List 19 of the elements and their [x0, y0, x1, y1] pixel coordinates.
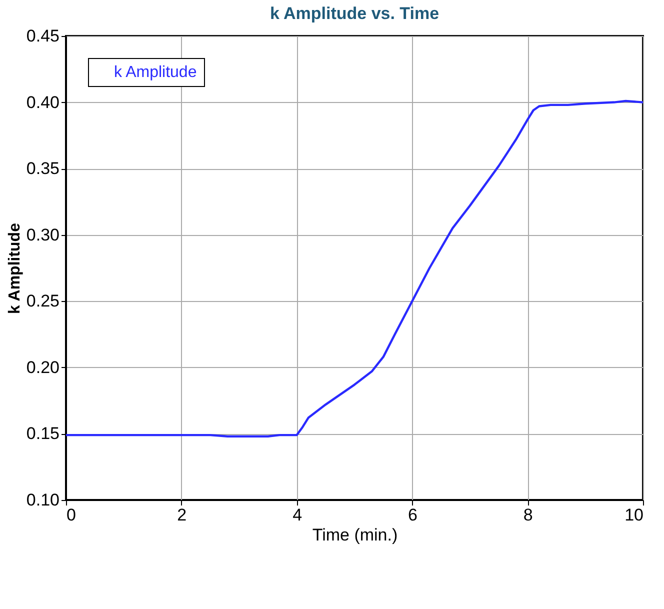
y-axis-title: k Amplitude — [6, 222, 24, 314]
y-tick-label: 0.15 — [26, 424, 60, 444]
y-tick-label: 0.25 — [26, 292, 60, 311]
x-tick-label: 0 — [66, 506, 76, 524]
y-tick-label: 0.10 — [26, 490, 60, 510]
x-tick-label: 2 — [177, 506, 187, 524]
y-tick-label: 0.40 — [26, 92, 60, 112]
x-axis-title: Time (min.) — [312, 526, 398, 544]
text: k Amplitude — [114, 64, 197, 81]
y-tick-label: 0.45 — [26, 26, 60, 46]
x-tick-label: 10 — [624, 506, 644, 524]
y-tick-label: 0.20 — [26, 358, 60, 377]
chart-title: k Amplitude vs. Time — [270, 4, 440, 23]
y-tick-label: 0.30 — [26, 225, 60, 244]
y-tick-label: 0.35 — [26, 159, 60, 178]
x-tick-label: 4 — [292, 506, 302, 524]
x-tick-label: 6 — [408, 506, 418, 524]
x-tick-label: 8 — [523, 506, 533, 524]
line-series — [64, 100, 644, 438]
